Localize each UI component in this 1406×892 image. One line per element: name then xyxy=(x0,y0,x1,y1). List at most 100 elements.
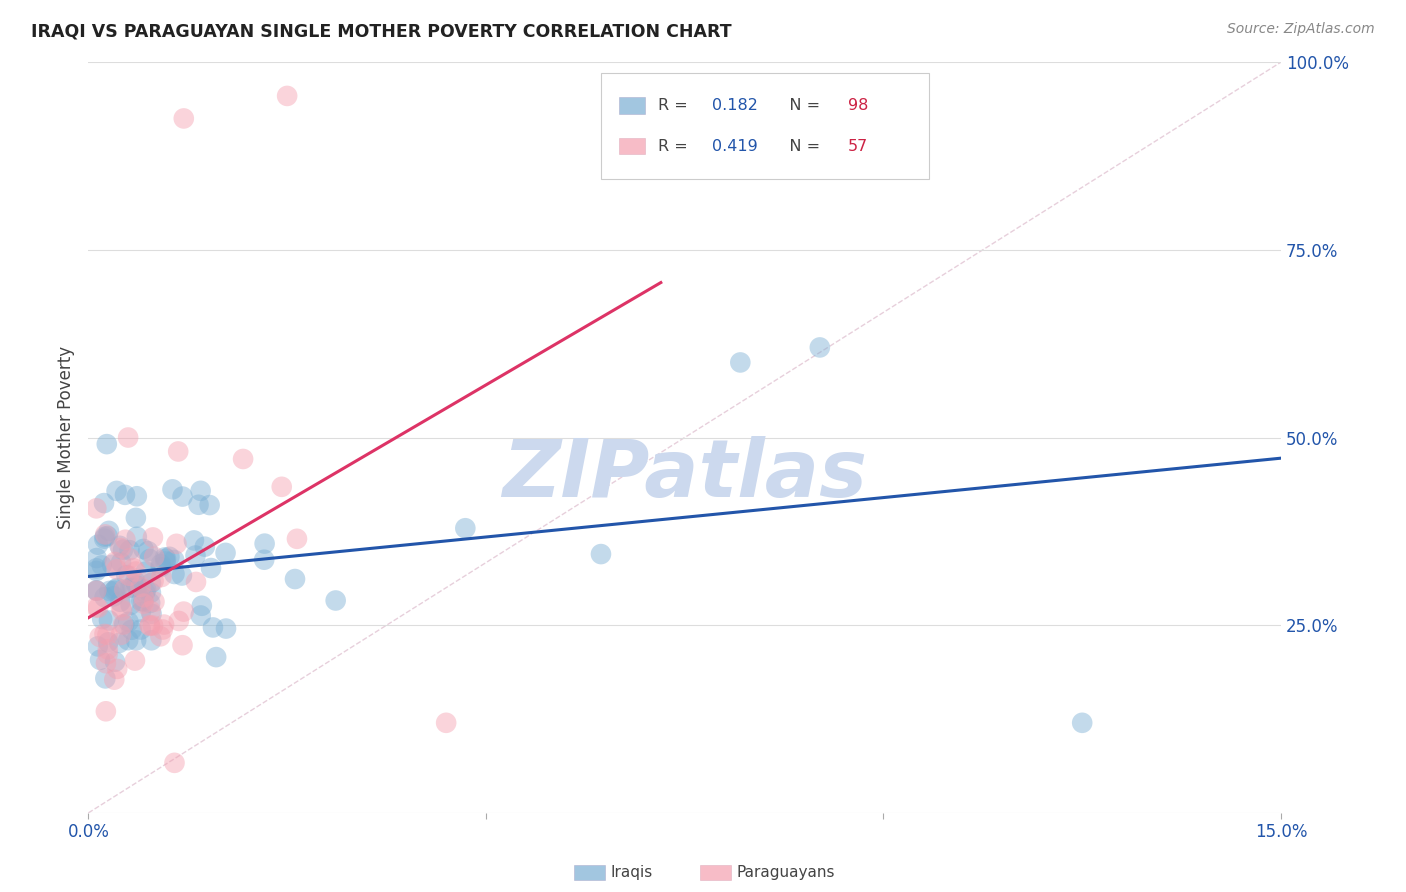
Point xyxy=(143,549,166,564)
Point xyxy=(155,554,177,568)
Point xyxy=(730,355,752,369)
Point xyxy=(129,594,152,608)
Point xyxy=(125,511,148,525)
Text: Paraguayans: Paraguayans xyxy=(737,865,835,880)
Point xyxy=(155,551,177,566)
Point xyxy=(86,501,108,516)
Point xyxy=(149,557,172,571)
Point xyxy=(132,597,155,611)
Text: Source: ZipAtlas.com: Source: ZipAtlas.com xyxy=(1227,22,1375,37)
Point xyxy=(124,654,146,668)
Point xyxy=(97,524,120,538)
Point xyxy=(94,527,117,541)
Point xyxy=(808,340,831,354)
Y-axis label: Single Mother Poverty: Single Mother Poverty xyxy=(58,346,75,529)
Point xyxy=(325,593,347,607)
Point xyxy=(184,549,207,563)
Point xyxy=(132,594,155,608)
Point xyxy=(114,488,136,502)
Point xyxy=(105,483,128,498)
Point xyxy=(142,531,165,545)
Point xyxy=(91,612,114,626)
Point xyxy=(589,547,612,561)
Point xyxy=(149,560,172,574)
Point xyxy=(115,568,138,582)
Point xyxy=(141,607,163,621)
Point xyxy=(132,541,155,556)
Point xyxy=(138,552,160,566)
Point xyxy=(118,551,141,566)
Point xyxy=(167,614,190,628)
Point xyxy=(139,576,162,591)
Point xyxy=(153,550,176,565)
Point xyxy=(149,629,172,643)
Point xyxy=(135,565,157,579)
Point xyxy=(112,582,135,597)
Point xyxy=(110,628,132,642)
Point xyxy=(125,530,148,544)
Point xyxy=(93,591,115,605)
Point xyxy=(132,591,155,605)
Point xyxy=(98,583,121,598)
Point xyxy=(96,628,118,642)
Point xyxy=(117,430,139,444)
Point xyxy=(87,600,110,615)
Point xyxy=(135,582,157,597)
Point xyxy=(89,653,111,667)
Point xyxy=(105,581,128,595)
FancyBboxPatch shape xyxy=(602,73,929,178)
Point xyxy=(110,556,132,570)
Text: N =: N = xyxy=(775,98,825,113)
Point xyxy=(214,546,236,560)
Point xyxy=(1071,715,1094,730)
Point xyxy=(136,544,159,558)
Point xyxy=(129,623,152,637)
Point xyxy=(110,595,132,609)
Point xyxy=(454,521,477,535)
Point xyxy=(253,536,276,550)
Point xyxy=(190,483,212,498)
Point xyxy=(139,618,162,632)
Point xyxy=(163,756,186,770)
Point xyxy=(150,570,173,584)
Point xyxy=(284,572,307,586)
Text: 0.182: 0.182 xyxy=(711,98,758,113)
Text: ZIPatlas: ZIPatlas xyxy=(502,436,868,514)
Point xyxy=(167,444,190,458)
Point xyxy=(270,480,292,494)
Point xyxy=(105,562,128,576)
Point xyxy=(103,584,125,599)
Point xyxy=(143,595,166,609)
Point xyxy=(87,538,110,552)
Point xyxy=(173,112,195,126)
Point xyxy=(163,553,186,567)
Text: R =: R = xyxy=(658,139,693,153)
Point xyxy=(97,529,120,543)
Point xyxy=(434,715,457,730)
Point xyxy=(170,568,193,582)
Point xyxy=(163,566,186,581)
Point xyxy=(194,540,217,554)
Point xyxy=(86,583,108,598)
Text: IRAQI VS PARAGUAYAN SINGLE MOTHER POVERTY CORRELATION CHART: IRAQI VS PARAGUAYAN SINGLE MOTHER POVERT… xyxy=(31,22,731,40)
Point xyxy=(125,578,148,592)
Point xyxy=(215,622,238,636)
Point xyxy=(117,633,139,648)
Point xyxy=(124,574,146,589)
Point xyxy=(101,558,124,572)
Point xyxy=(205,650,228,665)
Bar xyxy=(619,97,645,114)
Point xyxy=(198,498,221,512)
Point xyxy=(94,672,117,686)
Point xyxy=(183,533,205,548)
Point xyxy=(172,638,194,652)
Point xyxy=(129,580,152,594)
Point xyxy=(112,617,135,632)
Text: 98: 98 xyxy=(848,98,869,113)
Point xyxy=(200,561,222,575)
Point xyxy=(86,583,108,598)
Point xyxy=(121,580,143,594)
Point xyxy=(90,558,112,573)
Point xyxy=(86,600,108,615)
Point xyxy=(187,498,209,512)
